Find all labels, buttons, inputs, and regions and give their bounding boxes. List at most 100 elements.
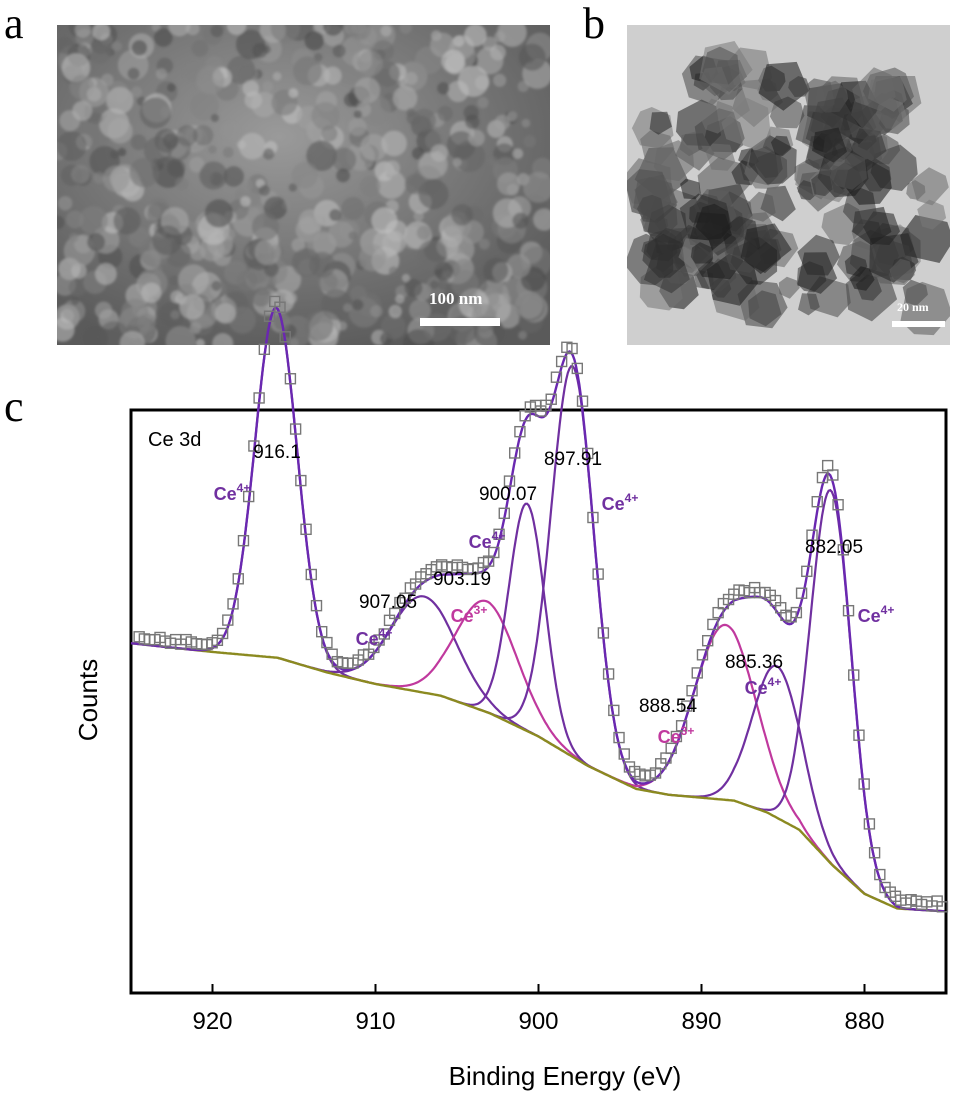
raw-data-point xyxy=(232,573,244,585)
raw-data-point xyxy=(811,495,823,508)
raw-data-point xyxy=(321,636,333,649)
raw-data-point xyxy=(936,901,949,913)
raw-data-point xyxy=(222,614,234,626)
raw-data-point xyxy=(670,730,683,743)
sem-scale-bar xyxy=(420,318,500,326)
panel-b-letter: b xyxy=(583,0,605,48)
raw-data-point xyxy=(597,627,610,639)
raw-data-point xyxy=(378,628,391,640)
raw-data-point xyxy=(686,685,698,697)
peak-state-label: Ce4+ xyxy=(858,603,895,626)
raw-data-point xyxy=(258,343,271,356)
x-tick-label: 910 xyxy=(355,1008,395,1035)
raw-data-point xyxy=(310,599,323,612)
raw-data-point xyxy=(613,731,625,744)
raw-data-point xyxy=(587,511,599,524)
peak-state-label: Ce3+ xyxy=(658,724,695,747)
raw-data-point xyxy=(827,469,839,481)
peak-state-label: Ce4+ xyxy=(214,481,251,504)
panel-c-letter: c xyxy=(4,382,24,431)
peak-state-label: Ce3+ xyxy=(451,603,488,626)
raw-data-point xyxy=(566,342,578,355)
raw-data-point xyxy=(675,720,688,732)
raw-data-point xyxy=(691,667,703,679)
peak-state-label: Ce4+ xyxy=(469,529,506,552)
peak-value-label: 885.36 xyxy=(725,652,783,673)
peak-component-900.07 xyxy=(446,502,608,776)
raw-data-point xyxy=(842,604,855,617)
raw-data-point xyxy=(237,534,250,547)
raw-data-point xyxy=(295,474,307,487)
sem-scale-label: 100 nm xyxy=(429,289,483,308)
raw-data-point xyxy=(550,371,563,383)
raw-data-point xyxy=(545,393,557,405)
raw-data-point xyxy=(602,668,615,680)
raw-data-point xyxy=(832,499,844,511)
x-tick-label: 880 xyxy=(844,1008,884,1035)
raw-data-point xyxy=(493,528,505,540)
peak-value-label: 897.91 xyxy=(544,449,602,470)
raw-data-point xyxy=(253,392,265,404)
raw-data-point xyxy=(608,704,620,717)
raw-data-point xyxy=(498,507,510,519)
peak-state-label: Ce4+ xyxy=(356,626,393,649)
chart-title: Ce 3d xyxy=(148,429,201,451)
raw-data-point xyxy=(263,310,276,322)
raw-data-point xyxy=(216,627,229,640)
peak-component-897.91 xyxy=(477,365,668,796)
raw-data-point xyxy=(801,565,813,578)
raw-data-point xyxy=(821,459,834,472)
peak-component-888.54 xyxy=(586,623,866,895)
raw-data-point xyxy=(868,847,881,859)
raw-data-point xyxy=(837,544,850,556)
raw-data-point xyxy=(790,606,803,619)
raw-data-point xyxy=(514,425,526,438)
tem-scale-label: 20 nm xyxy=(897,300,929,314)
peak-value-label: 903.19 xyxy=(433,569,491,590)
raw-data-point xyxy=(571,362,583,375)
peak-state-label: Ce4+ xyxy=(602,491,639,514)
y-axis-label: Counts xyxy=(73,659,103,741)
raw-data-point xyxy=(592,568,604,580)
peak-value-label: 907.05 xyxy=(359,592,417,613)
raw-data-point xyxy=(618,748,630,760)
peak-component-916.1 xyxy=(181,306,371,684)
raw-data-point xyxy=(227,598,239,610)
raw-data-point xyxy=(795,587,808,599)
raw-data-point xyxy=(389,607,401,620)
peak-value-label: 900.07 xyxy=(479,484,537,505)
raw-data-point xyxy=(576,395,589,407)
raw-data-point xyxy=(289,423,302,435)
raw-data-point xyxy=(853,729,865,741)
raw-data-point xyxy=(874,868,886,881)
raw-data-point xyxy=(279,331,291,343)
tem-image: 20 nm xyxy=(627,25,950,345)
x-axis-label: Binding Energy (eV) xyxy=(449,1061,682,1091)
sem-image: 100 nm xyxy=(57,25,550,345)
peak-value-label: 888.54 xyxy=(639,696,698,717)
peak-value-label: 916.1 xyxy=(253,442,301,463)
raw-data-point xyxy=(701,634,714,647)
raw-data-point xyxy=(242,490,255,503)
panel-a-letter: a xyxy=(4,0,24,48)
raw-data-point xyxy=(707,618,719,631)
envelope-line xyxy=(130,306,945,913)
peak-value-label: 882.05 xyxy=(805,537,863,558)
raw-data-point xyxy=(665,742,677,755)
x-tick-label: 890 xyxy=(681,1008,721,1035)
raw-data-point xyxy=(863,818,876,830)
peak-component-885.36 xyxy=(667,664,887,905)
raw-data-point xyxy=(284,373,297,385)
raw-data-point xyxy=(555,355,568,368)
raw-data-point xyxy=(848,669,860,681)
raw-data-point xyxy=(509,447,521,459)
raw-data-point xyxy=(488,546,500,559)
raw-data-point xyxy=(248,440,260,452)
raw-data-point xyxy=(503,475,516,487)
background-line xyxy=(130,642,945,913)
raw-data-point xyxy=(806,529,818,541)
raw-data-point xyxy=(681,700,693,712)
raw-data-point xyxy=(696,649,709,661)
tem-scale-bar xyxy=(892,321,945,327)
